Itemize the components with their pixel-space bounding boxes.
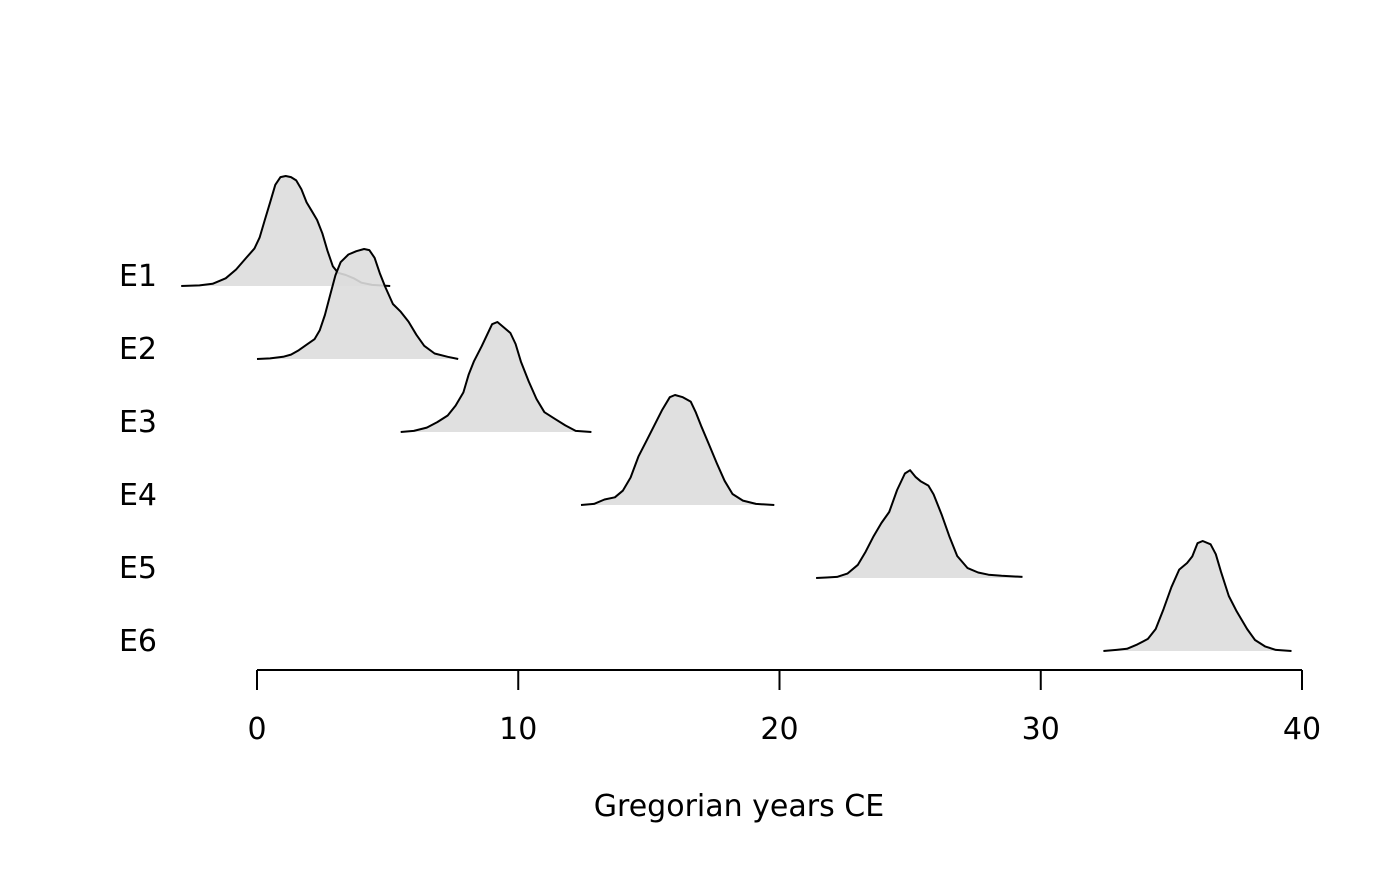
- ridge-e5: [816, 469, 1023, 579]
- row-label-e3: E3: [119, 405, 157, 440]
- density-ridges: [181, 175, 1292, 652]
- row-label-e6: E6: [119, 624, 157, 659]
- ridge-area-e2: [257, 249, 459, 359]
- x-axis-title: Gregorian years CE: [594, 789, 884, 824]
- ridge-line-e3: [400, 321, 592, 433]
- ridge-line-e2: [256, 248, 459, 360]
- ridge-e2: [256, 248, 459, 360]
- x-tick-label-10: 10: [499, 712, 537, 747]
- x-ticks: 0 10 20 30 40: [247, 670, 1321, 747]
- x-tick-label-0: 0: [247, 712, 266, 747]
- ridge-area-e5: [816, 470, 1023, 578]
- ridge-area-e4: [581, 395, 775, 505]
- ridge-e3: [400, 321, 592, 433]
- row-label-e5: E5: [119, 551, 157, 586]
- row-label-e1: E1: [119, 259, 157, 294]
- x-tick-label-20: 20: [760, 712, 798, 747]
- ridge-line-e4: [580, 394, 775, 506]
- row-labels: E1 E2 E3 E4 E5 E6: [119, 259, 157, 659]
- ridge-area-e1: [181, 176, 391, 286]
- x-tick-label-30: 30: [1022, 712, 1060, 747]
- x-axis: 0 10 20 30 40: [247, 669, 1321, 747]
- ridge-area-e3: [400, 322, 592, 432]
- ridge-e4: [580, 394, 775, 506]
- row-label-e2: E2: [119, 332, 157, 367]
- ridge-area-e6: [1103, 541, 1292, 651]
- x-tick-label-40: 40: [1283, 712, 1321, 747]
- ridge-e6: [1103, 540, 1292, 652]
- row-label-e4: E4: [119, 478, 157, 513]
- ridge-line-e6: [1103, 540, 1292, 652]
- ridge-line-e5: [816, 469, 1023, 579]
